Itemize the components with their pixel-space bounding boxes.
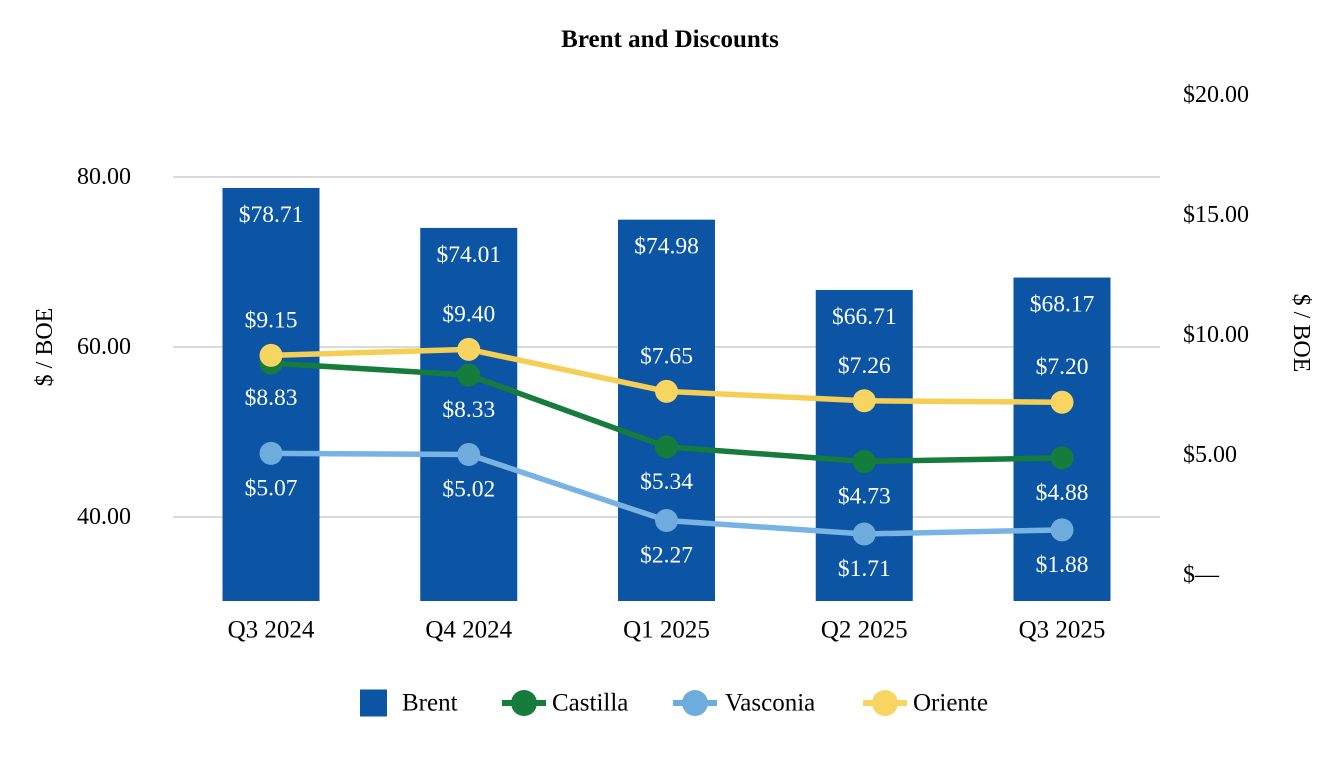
legend-label-vasconia: Vasconia [725,690,815,717]
dot-vasconia-q2-2025 [852,522,876,546]
dot-vasconia-q3-2025 [1050,518,1074,542]
value-label-brent-q1-2025: $74.98 [634,234,699,260]
left-tick-40: 40.00 [77,504,131,530]
category-label-q2-2025: Q2 2025 [821,617,908,644]
value-label-oriente-q3-2024: $9.15 [245,307,298,333]
dot-oriente-q1-2025 [655,379,678,403]
legend-marker-brent [360,689,387,717]
value-label-vasconia-q4-2024: $5.02 [442,477,495,503]
value-label-castilla-q2-2025: $4.73 [838,483,891,509]
value-label-brent-q2-2025: $66.71 [832,304,897,330]
category-axis-labels: Q3 2024 Q4 2024 Q1 2025 Q2 2025 Q3 2025 [228,617,1106,644]
line-series-group [259,337,1074,546]
bar-q2-2025 [815,289,913,601]
dot-castilla-q1-2025 [655,435,678,459]
value-label-oriente-q1-2025: $7.65 [640,343,693,369]
value-label-oriente-q3-2025: $7.20 [1036,354,1089,380]
bar-series-brent [222,187,1111,602]
legend-dot-castilla [511,690,537,716]
dot-oriente-q3-2025 [1050,390,1074,414]
right-tick-0: $— [1183,562,1220,588]
legend: Brent Castilla Vasconia Oriente [360,689,988,717]
legend-label-castilla: Castilla [552,690,628,717]
dot-oriente-q4-2024 [457,337,481,361]
value-labels: $78.71 $74.01 $74.98 $66.71 $68.17 $8.83 $8.33… [239,202,1095,582]
value-label-vasconia-q1-2025: $2.27 [640,543,693,569]
bar-q4-2024 [420,227,518,602]
dot-vasconia-q4-2024 [457,443,481,467]
value-label-vasconia-q2-2025: $1.71 [838,556,891,582]
legend-label-brent: Brent [402,690,458,717]
dot-oriente-q2-2025 [852,389,876,413]
legend-dot-vasconia [682,690,708,716]
chart-title: Brent and Discounts [561,26,779,53]
legend-label-oriente: Oriente [913,690,988,717]
value-label-brent-q3-2025: $68.17 [1030,292,1095,318]
left-axis-ticks: 40.00 60.00 80.00 [77,164,131,530]
right-tick-10: $10.00 [1183,322,1249,348]
category-label-q3-2025: Q3 2025 [1019,617,1106,644]
bar-q3-2024 [222,187,320,601]
bar-q3-2025 [1013,277,1111,601]
dot-vasconia-q3-2024 [259,441,283,465]
right-tick-15: $15.00 [1183,202,1249,228]
value-label-castilla-q4-2024: $8.33 [442,397,495,423]
value-label-castilla-q3-2024: $8.83 [245,385,298,411]
left-axis-title: $ / BOE [32,308,58,387]
left-tick-80: 80.00 [77,164,131,190]
right-axis-title: $ / BOE [1288,294,1314,373]
right-axis-ticks: $— $5.00 $10.00 $15.00 $20.00 [1183,82,1249,588]
value-label-castilla-q1-2025: $5.34 [640,469,693,495]
bar-q1-2025 [618,219,715,602]
dot-vasconia-q1-2025 [655,509,678,533]
dot-castilla-q3-2025 [1050,446,1074,470]
category-label-q1-2025: Q1 2025 [623,617,710,644]
right-tick-5: $5.00 [1183,442,1237,468]
value-label-castilla-q3-2025: $4.88 [1036,480,1089,506]
legend-dot-oriente [872,690,898,716]
value-label-oriente-q4-2024: $9.40 [442,301,495,327]
dot-castilla-q4-2024 [457,363,481,387]
dot-castilla-q2-2025 [852,449,876,473]
dot-oriente-q3-2024 [259,343,283,367]
value-label-vasconia-q3-2025: $1.88 [1036,552,1089,578]
right-tick-20: $20.00 [1183,82,1249,108]
value-label-vasconia-q3-2024: $5.07 [245,475,298,501]
value-label-oriente-q2-2025: $7.26 [838,353,891,379]
category-label-q4-2024: Q4 2024 [425,617,512,644]
left-tick-60: 60.00 [77,334,131,360]
category-label-q3-2024: Q3 2024 [228,617,315,644]
value-label-brent-q3-2024: $78.71 [239,202,304,228]
value-label-brent-q4-2024: $74.01 [436,242,501,268]
